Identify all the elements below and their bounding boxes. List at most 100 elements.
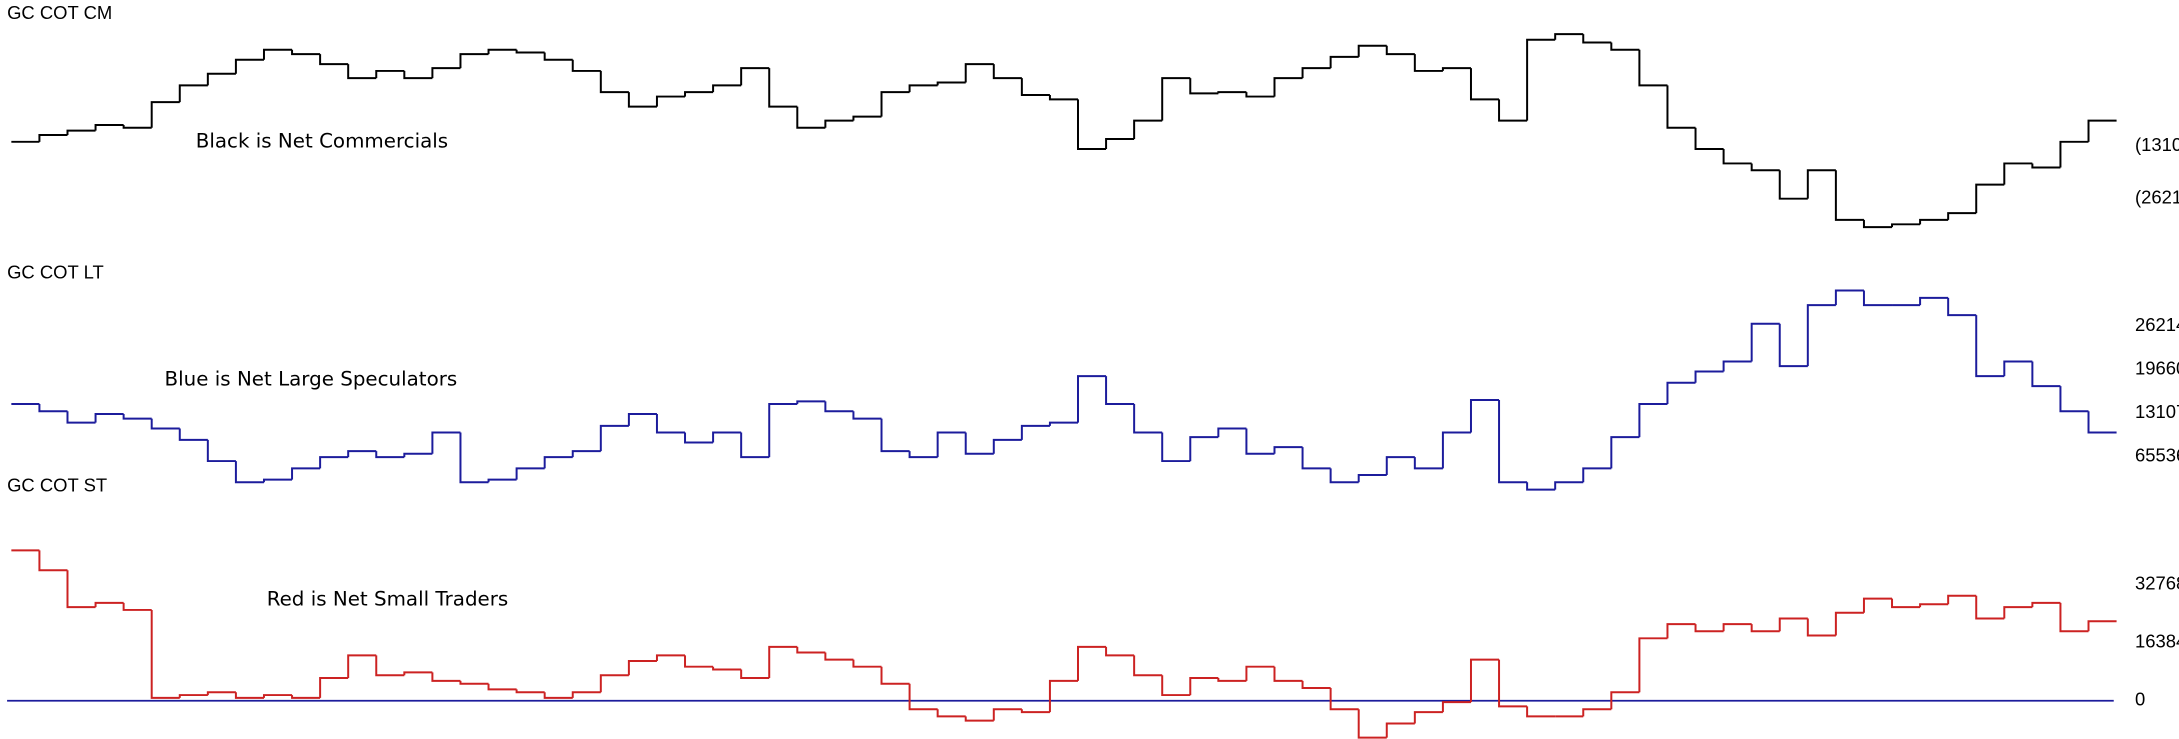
step-segment — [1385, 45, 1415, 56]
step-segment — [1975, 315, 2005, 378]
annotation: Red is Net Small Traders — [267, 587, 509, 610]
step-segment — [543, 456, 573, 469]
step-segment — [1498, 659, 1528, 708]
step-segment — [1498, 99, 1528, 122]
step-segment — [1357, 44, 1387, 57]
step-segment — [431, 67, 461, 79]
step-segment — [936, 81, 966, 86]
step-segment — [178, 428, 208, 441]
step-segment — [908, 84, 938, 93]
step-segment — [2059, 602, 2089, 633]
y-tick-label: 16384 — [2135, 631, 2179, 652]
step-segment — [964, 432, 994, 455]
step-segment — [1133, 119, 1163, 140]
step-segment — [1638, 637, 1668, 693]
step-segment — [262, 48, 293, 60]
step-segment — [571, 450, 601, 458]
step-segment — [712, 666, 742, 671]
step-segment — [684, 655, 714, 668]
step-segment — [1891, 223, 1921, 228]
step-segment — [403, 671, 433, 676]
step-segment — [1273, 666, 1303, 682]
step-segment — [1077, 99, 1107, 151]
step-segment — [1469, 658, 1500, 703]
step-segment — [1245, 428, 1275, 455]
step-segment — [1554, 33, 1584, 40]
step-segment — [1862, 219, 1893, 229]
step-segment — [1694, 624, 1724, 633]
step-segment — [347, 654, 377, 679]
y-tick-label: 0 — [2135, 689, 2145, 710]
step-segment — [1834, 170, 1864, 221]
step-segment — [1329, 468, 1359, 484]
step-segment — [1610, 436, 1640, 469]
step-segment — [1077, 375, 1107, 423]
step-segment — [38, 550, 68, 572]
step-segment — [262, 478, 293, 483]
step-segment — [992, 64, 1022, 80]
step-segment — [1862, 290, 1893, 307]
step-segment — [319, 677, 349, 698]
step-segment — [1750, 322, 1780, 362]
step-segment — [2087, 411, 2117, 434]
step-segment — [206, 691, 236, 696]
step-segment — [1778, 170, 1808, 200]
step-segment — [1694, 370, 1724, 383]
step-segment — [234, 461, 264, 484]
step-segment — [2059, 386, 2089, 413]
step-segment — [684, 432, 714, 444]
step-segment — [2003, 162, 2033, 185]
step-segment — [1694, 127, 1724, 151]
step-segment — [1245, 92, 1275, 98]
step-segment — [375, 451, 405, 459]
step-segment — [1133, 655, 1163, 677]
step-segment — [1947, 594, 1977, 605]
step-segment — [1666, 381, 1696, 404]
step-segment — [1385, 456, 1415, 475]
step-segment — [1329, 55, 1359, 69]
step-segment — [1133, 403, 1163, 434]
step-segment — [1722, 623, 1752, 632]
step-segment — [2031, 361, 2061, 388]
step-segment — [1526, 482, 1556, 491]
step-segment — [655, 413, 686, 434]
step-segment — [515, 49, 545, 54]
step-segment — [1947, 212, 1977, 220]
step-segment — [2031, 601, 2061, 608]
step-segment — [291, 695, 321, 699]
y-tick-label: 196608 — [2135, 358, 2179, 379]
step-segment — [1806, 304, 1836, 367]
step-segment — [403, 70, 433, 80]
step-segment — [880, 418, 910, 453]
step-segment — [291, 467, 321, 480]
step-segment — [740, 669, 770, 680]
step-segment — [768, 68, 798, 108]
step-segment — [1554, 481, 1584, 490]
step-segment — [1048, 94, 1078, 101]
step-segment — [852, 115, 882, 121]
step-segment — [1245, 665, 1275, 681]
step-segment — [964, 63, 994, 83]
step-segment — [1217, 678, 1247, 682]
step-segment — [459, 432, 489, 484]
step-segment — [1105, 138, 1135, 150]
step-segment — [796, 400, 826, 404]
step-segment — [1891, 598, 1921, 609]
step-segment — [431, 431, 461, 454]
step-segment — [1273, 77, 1303, 97]
step-segment — [1526, 38, 1556, 121]
step-segment — [796, 106, 826, 129]
step-segment — [262, 694, 293, 698]
step-segment — [1413, 457, 1443, 470]
step-segment — [1161, 77, 1191, 121]
step-segment — [319, 456, 349, 469]
step-segment — [1441, 67, 1471, 71]
step-segment — [1301, 67, 1331, 79]
step-segment — [206, 72, 236, 86]
step-segment — [964, 716, 994, 722]
step-segment — [740, 432, 770, 459]
step-segment — [655, 654, 686, 662]
panel-title: GC COT LT — [7, 262, 104, 283]
step-segment — [94, 412, 124, 423]
